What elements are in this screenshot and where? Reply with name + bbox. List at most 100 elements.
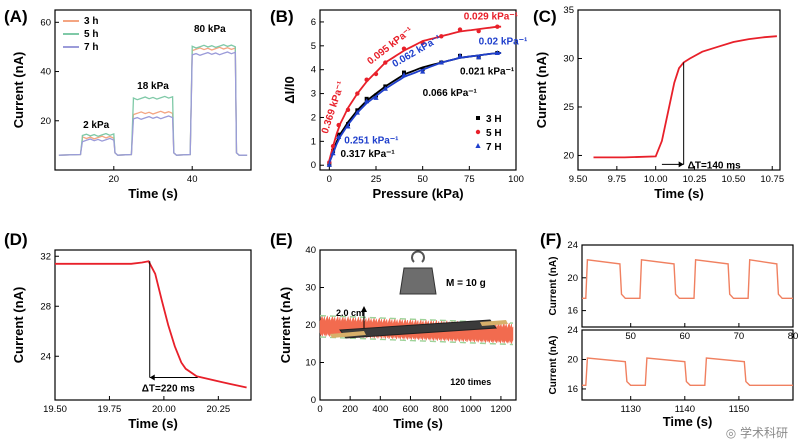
series-line-7h <box>58 51 248 156</box>
legend-entry: 5 H <box>486 128 502 139</box>
data-point <box>439 34 444 39</box>
delta-t-label: ΔT=220 ms <box>142 384 195 395</box>
annotation: 18 kPa <box>137 81 169 92</box>
sensitivity-annotation: 0.021 kPa⁻¹ <box>460 66 515 77</box>
y-tick-label: 6 <box>311 17 316 28</box>
x-tick-label: 200 <box>342 404 358 415</box>
x-axis-title: Time (s) <box>128 416 178 431</box>
axes-B: 0 25 50 75 100 0 1 2 3 4 5 6 Pressure (kPa) ΔI/I0 3 H 5… <box>282 9 528 201</box>
legend-marker <box>476 116 480 120</box>
data-point <box>438 59 444 65</box>
data-point <box>401 46 407 51</box>
y-axis-title: Current (nA) <box>11 287 26 364</box>
weight-handle <box>411 250 425 263</box>
legend-a: 3 h 5 h 7 h <box>63 16 98 53</box>
x-tick-label: 1000 <box>460 404 481 415</box>
plot-frame-B <box>319 9 517 171</box>
plot-frame-F1 <box>581 244 794 328</box>
series-line-5h <box>58 44 248 156</box>
y-tick-label: 20 <box>563 150 574 161</box>
y-tick-label: 20 <box>40 116 51 127</box>
x-axis-title: Pressure (kPa) <box>372 186 463 201</box>
sensitivity-annotation: 0.02 kPa⁻¹ <box>479 37 528 48</box>
data-point <box>364 98 370 104</box>
lift-arrowhead <box>361 306 367 312</box>
legend-marker <box>475 143 481 148</box>
x-tick-label: 1150 <box>729 404 749 415</box>
x-tick-label: 10.75 <box>760 174 784 185</box>
current-trace <box>582 357 793 386</box>
y-tick-label: 24 <box>567 325 578 336</box>
cycle-count-label: 120 times <box>450 377 491 387</box>
plot-frame-D <box>54 249 252 401</box>
plot-frame-F2 <box>581 329 794 401</box>
lift-height-label: 2.0 cm <box>336 308 364 318</box>
y-tick-label: 24 <box>567 240 578 251</box>
data-point <box>354 109 360 115</box>
x-tick-label: 50 <box>417 174 428 185</box>
y-axis-title: Current (nA) <box>534 52 549 129</box>
plot-frame-C <box>577 9 781 171</box>
y-tick-label: 40 <box>40 67 51 78</box>
x-tick-label: 19.50 <box>43 404 67 415</box>
x-tick-label: 20.25 <box>206 404 230 415</box>
electrode-right <box>480 320 508 326</box>
legend-entry: 7 h <box>84 42 98 53</box>
data-point <box>457 53 463 58</box>
current-trace <box>55 260 247 389</box>
y-tick-label: 0 <box>311 395 316 406</box>
data-point <box>336 122 341 128</box>
x-tick-label: 1200 <box>490 404 511 415</box>
annotation: 2 kPa <box>83 120 110 131</box>
y-axis-title: Current (nA) <box>548 336 559 395</box>
x-tick-label: 9.75 <box>608 174 627 185</box>
axes-E: 0 200 400 600 800 1000 1200 0 10 20 30 40 Time (s) Cu… <box>278 245 517 431</box>
panel-label-c: (C) <box>533 7 557 26</box>
x-tick-label: 1130 <box>620 404 640 415</box>
y-tick-label: 32 <box>40 251 51 262</box>
sensitivity-annotation: 0.251 kPa⁻¹ <box>344 136 399 147</box>
panel-label-f: (F) <box>540 230 562 249</box>
y-tick-label: 60 <box>40 17 51 28</box>
panel-label-d: (D) <box>4 230 28 249</box>
axes-F2: 1130 1140 1150 16 20 24 Time (s) Current (nA) <box>548 325 794 429</box>
x-tick-label: 60 <box>680 331 691 342</box>
axes-C: 9.50 9.75 10.00 10.25 10.50 10.75 20 25 30 35 Time… <box>534 5 784 201</box>
x-tick-label: 9.50 <box>569 174 588 185</box>
x-tick-label: 70 <box>734 331 745 342</box>
legend-entry: 7 H <box>486 142 502 153</box>
y-tick-label: 0 <box>311 160 316 171</box>
x-tick-label: 20 <box>109 174 120 185</box>
data-point <box>494 50 500 55</box>
data-point <box>373 95 379 100</box>
x-tick-label: 1140 <box>675 404 695 415</box>
data-point <box>373 71 379 77</box>
sensitivity-annotation: 0.317 kPa⁻¹ <box>341 149 396 160</box>
y-tick-label: 28 <box>40 301 51 312</box>
x-tick-label: 100 <box>508 174 524 185</box>
data-point <box>401 72 407 77</box>
y-tick-label: 20 <box>305 320 316 331</box>
x-tick-label: 600 <box>403 404 419 415</box>
x-tick-label: 25 <box>371 174 382 185</box>
data-point <box>457 27 463 32</box>
current-trace <box>582 258 793 299</box>
weight-icon <box>399 267 437 295</box>
data-point <box>345 123 351 129</box>
x-tick-label: 20.00 <box>152 404 176 415</box>
legend-marker <box>475 129 481 135</box>
data-point <box>382 86 388 91</box>
x-axis-title: Time (s) <box>654 186 704 201</box>
y-tick-label: 30 <box>563 53 574 64</box>
data-point <box>420 68 426 74</box>
y-tick-label: 20 <box>567 354 578 365</box>
data-point <box>364 77 369 82</box>
plot-frame-A <box>54 9 252 171</box>
delta-t-arrowhead <box>678 161 684 168</box>
panel-label-e: (E) <box>270 230 293 249</box>
x-axis-title: Time (s) <box>663 414 713 429</box>
axes-A: 20 40 20 40 60 Time (s) Current (nA) 3 h 5 h 7 h 2… <box>11 9 252 201</box>
x-axis-title: Time (s) <box>393 416 443 431</box>
